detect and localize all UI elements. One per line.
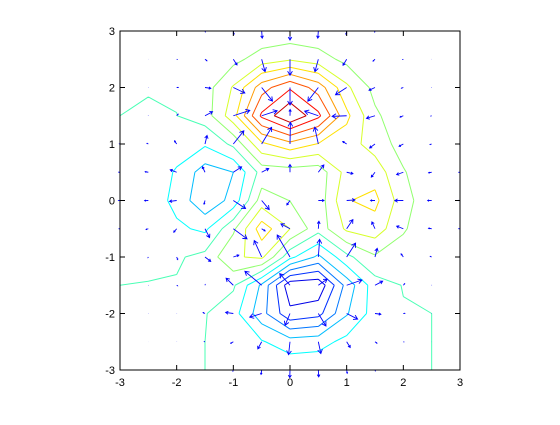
quiver-arrow (177, 87, 179, 88)
x-tick-label: 1 (344, 377, 350, 389)
x-tick-label: 0 (287, 377, 293, 389)
y-tick-label: -3 (105, 365, 115, 377)
quiver-arrow (403, 313, 405, 314)
y-tick-label: 0 (109, 196, 115, 208)
quiver-arrow (260, 370, 262, 374)
quiver-arrow (177, 285, 178, 286)
quiver-arrow (430, 256, 431, 257)
y-tick-label: -2 (105, 309, 115, 321)
x-tick-label: 2 (400, 377, 406, 389)
x-tick-label: -2 (172, 377, 182, 389)
x-tick-label: -3 (115, 377, 125, 389)
y-tick-label: 2 (109, 83, 115, 95)
quiver-arrow (317, 370, 320, 377)
x-tick-label: 3 (457, 377, 463, 389)
y-tick-label: 3 (109, 26, 115, 38)
x-tick-label: -1 (228, 377, 238, 389)
y-tick-label: -1 (105, 252, 115, 264)
y-tick-label: 1 (109, 139, 115, 151)
